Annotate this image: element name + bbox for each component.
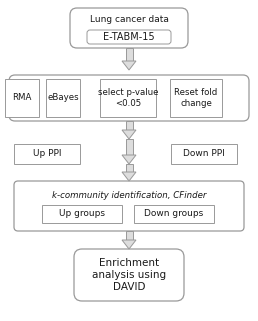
FancyBboxPatch shape bbox=[42, 205, 122, 223]
FancyBboxPatch shape bbox=[46, 79, 80, 117]
Polygon shape bbox=[125, 164, 133, 172]
Text: Reset fold
change: Reset fold change bbox=[174, 88, 218, 108]
Polygon shape bbox=[125, 121, 133, 130]
FancyBboxPatch shape bbox=[5, 79, 39, 117]
Text: RMA: RMA bbox=[12, 93, 32, 102]
FancyBboxPatch shape bbox=[171, 144, 237, 164]
Text: Enrichment
analysis using
DAVID: Enrichment analysis using DAVID bbox=[92, 257, 166, 292]
Polygon shape bbox=[125, 48, 133, 61]
Text: k-community identification, CFinder: k-community identification, CFinder bbox=[52, 190, 206, 199]
Polygon shape bbox=[125, 139, 133, 155]
FancyBboxPatch shape bbox=[9, 75, 249, 121]
Polygon shape bbox=[122, 61, 136, 70]
FancyBboxPatch shape bbox=[74, 249, 184, 301]
Text: Up PPI: Up PPI bbox=[33, 150, 61, 159]
Polygon shape bbox=[122, 172, 136, 181]
FancyBboxPatch shape bbox=[134, 205, 214, 223]
FancyBboxPatch shape bbox=[87, 30, 171, 44]
FancyBboxPatch shape bbox=[14, 144, 80, 164]
FancyBboxPatch shape bbox=[100, 79, 156, 117]
FancyBboxPatch shape bbox=[70, 8, 188, 48]
FancyBboxPatch shape bbox=[170, 79, 222, 117]
Polygon shape bbox=[125, 231, 133, 240]
Polygon shape bbox=[122, 155, 136, 164]
Text: eBayes: eBayes bbox=[47, 93, 79, 102]
Text: E-TABM-15: E-TABM-15 bbox=[103, 32, 155, 42]
Polygon shape bbox=[122, 240, 136, 249]
Text: Up groups: Up groups bbox=[59, 210, 105, 219]
Polygon shape bbox=[122, 130, 136, 139]
Text: Down groups: Down groups bbox=[144, 210, 204, 219]
FancyBboxPatch shape bbox=[14, 181, 244, 231]
Text: Lung cancer data: Lung cancer data bbox=[90, 15, 168, 24]
Text: Down PPI: Down PPI bbox=[183, 150, 225, 159]
Text: select p-value
<0.05: select p-value <0.05 bbox=[98, 88, 158, 108]
